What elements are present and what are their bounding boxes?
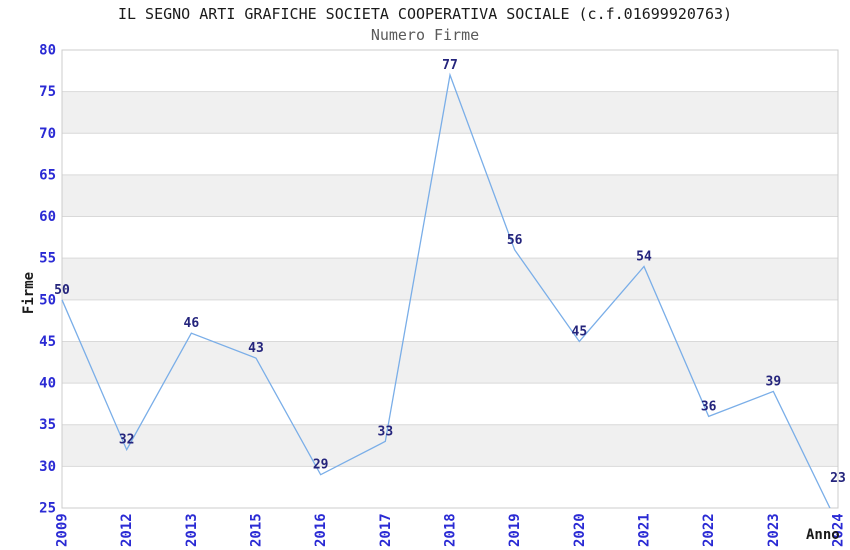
plot-bands [62, 50, 838, 508]
svg-text:2013: 2013 [184, 513, 200, 547]
svg-text:2023: 2023 [766, 513, 782, 547]
svg-text:2017: 2017 [378, 513, 394, 547]
svg-text:23: 23 [830, 471, 846, 486]
svg-text:55: 55 [39, 251, 56, 267]
y-axis-title: Firme [21, 271, 37, 315]
y-tick-labels: 25 30 35 40 45 50 55 60 65 70 75 80 [39, 43, 56, 517]
svg-text:40: 40 [39, 376, 56, 392]
svg-text:45: 45 [39, 334, 56, 350]
svg-text:54: 54 [636, 250, 652, 265]
svg-text:29: 29 [313, 458, 329, 473]
svg-text:43: 43 [248, 341, 264, 356]
svg-text:32: 32 [119, 433, 135, 448]
svg-text:2021: 2021 [637, 513, 653, 547]
svg-text:2018: 2018 [443, 513, 459, 547]
x-tick-labels: 2009 2012 2013 2015 2016 2017 2018 2019 2020 2021… [55, 513, 847, 547]
data-line [61, 72, 831, 508]
svg-text:70: 70 [39, 126, 56, 142]
svg-text:60: 60 [39, 209, 56, 225]
svg-text:25: 25 [39, 501, 56, 517]
svg-text:56: 56 [507, 233, 523, 248]
plot-border [61, 49, 839, 509]
svg-text:30: 30 [39, 459, 56, 475]
svg-text:77: 77 [442, 58, 458, 73]
data-labels: 50 32 46 43 29 33 77 56 45 54 36 39 23 [54, 58, 846, 486]
svg-text:39: 39 [766, 374, 782, 389]
chart-title: IL SEGNO ARTI GRAFICHE SOCIETA COOPERATI… [117, 5, 733, 23]
svg-text:36: 36 [701, 399, 717, 414]
svg-text:45: 45 [572, 324, 588, 339]
svg-text:2024: 2024 [831, 513, 847, 547]
svg-text:50: 50 [54, 283, 70, 298]
svg-text:2012: 2012 [119, 513, 135, 547]
svg-text:2009: 2009 [55, 513, 71, 547]
x-axis-title: Anno [806, 527, 840, 543]
svg-text:35: 35 [39, 417, 56, 433]
svg-text:2016: 2016 [313, 513, 329, 547]
chart-subtitle: Numero Firme [370, 26, 480, 44]
svg-text:2015: 2015 [249, 513, 265, 547]
svg-text:50: 50 [39, 292, 56, 308]
svg-text:65: 65 [39, 167, 56, 183]
svg-text:80: 80 [39, 43, 56, 59]
svg-text:2020: 2020 [572, 513, 588, 547]
svg-text:2022: 2022 [701, 513, 717, 547]
svg-text:33: 33 [378, 424, 394, 439]
svg-text:2019: 2019 [507, 513, 523, 547]
svg-text:46: 46 [184, 316, 200, 331]
svg-text:75: 75 [39, 84, 56, 100]
